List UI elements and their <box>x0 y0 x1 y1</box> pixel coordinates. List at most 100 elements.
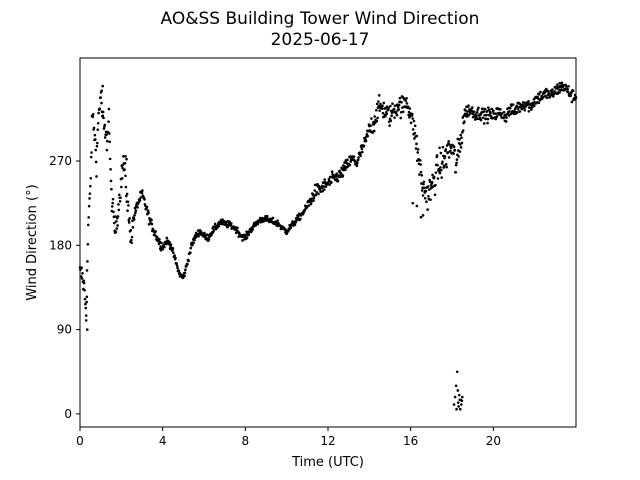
data-point <box>565 85 568 88</box>
data-point <box>186 262 189 266</box>
data-point <box>500 112 504 115</box>
data-point <box>171 247 175 250</box>
data-point <box>429 198 432 201</box>
data-point <box>100 89 103 93</box>
data-point <box>107 107 111 111</box>
data-point <box>105 139 109 143</box>
data-point <box>299 217 302 221</box>
data-point <box>455 158 459 161</box>
data-point <box>187 259 191 263</box>
data-point <box>97 111 100 115</box>
data-point <box>461 395 464 399</box>
data-point <box>260 216 264 220</box>
data-point <box>486 121 489 125</box>
data-point <box>426 185 430 188</box>
data-point <box>438 146 441 150</box>
data-point <box>454 163 458 167</box>
data-point <box>404 99 408 103</box>
data-point <box>356 161 359 165</box>
data-point <box>330 181 333 184</box>
data-point <box>420 189 424 192</box>
y-axis-label: Wind Direction (°) <box>25 184 40 300</box>
data-point <box>427 188 431 191</box>
data-point <box>199 230 203 233</box>
data-point <box>183 271 187 275</box>
data-point <box>485 113 488 117</box>
data-point <box>419 170 423 174</box>
data-point <box>444 163 448 166</box>
data-point <box>445 165 448 169</box>
data-point <box>105 133 108 137</box>
data-point <box>314 193 318 197</box>
data-point <box>168 240 171 244</box>
data-point <box>422 182 425 186</box>
data-point <box>310 200 313 203</box>
data-point <box>427 195 430 198</box>
data-point <box>440 176 443 179</box>
data-point <box>127 221 131 224</box>
data-point <box>139 196 143 199</box>
data-point <box>212 229 216 232</box>
data-point <box>103 123 107 127</box>
data-point <box>419 215 423 219</box>
data-point <box>390 114 393 117</box>
data-point <box>457 155 460 158</box>
data-point <box>418 159 422 162</box>
data-point <box>183 274 186 278</box>
data-point <box>566 88 570 91</box>
data-point <box>172 251 175 255</box>
data-point <box>485 109 489 113</box>
data-point <box>532 104 536 108</box>
data-point <box>455 161 458 165</box>
data-point <box>437 167 441 171</box>
data-point <box>471 112 474 116</box>
data-point <box>502 110 506 114</box>
data-point <box>389 104 392 108</box>
data-point <box>192 241 195 245</box>
data-point <box>468 111 472 115</box>
data-point <box>317 184 321 188</box>
data-point <box>486 117 490 121</box>
data-point <box>545 96 549 100</box>
x-tick-label: 20 <box>486 434 501 448</box>
data-point <box>112 210 115 214</box>
data-point <box>470 106 474 109</box>
data-point <box>193 238 196 242</box>
data-point <box>425 200 428 204</box>
data-point <box>391 102 394 105</box>
data-point <box>91 112 95 116</box>
data-point <box>405 96 408 100</box>
data-point <box>328 183 331 186</box>
data-point <box>376 116 379 120</box>
data-point <box>523 108 527 112</box>
data-point <box>483 107 487 111</box>
data-point <box>109 168 112 171</box>
data-point <box>399 116 403 120</box>
data-point <box>527 106 531 109</box>
data-point <box>492 109 495 112</box>
data-point <box>150 218 153 222</box>
data-point <box>276 219 279 222</box>
data-point <box>356 158 360 162</box>
data-point <box>387 106 391 109</box>
data-point <box>207 238 211 241</box>
data-point <box>126 200 130 204</box>
data-point <box>130 235 134 239</box>
data-point <box>147 211 150 215</box>
data-point <box>79 275 83 278</box>
data-point <box>484 117 488 121</box>
data-point <box>111 201 114 205</box>
chart-subtitle: 2025-06-17 <box>271 30 370 50</box>
data-point <box>395 113 399 117</box>
data-point <box>520 107 524 111</box>
data-point <box>310 197 314 200</box>
x-tick-label: 12 <box>320 434 335 448</box>
data-point <box>454 170 458 174</box>
data-point <box>107 120 110 123</box>
data-point <box>463 120 466 123</box>
data-point <box>83 288 86 292</box>
data-point <box>455 407 458 411</box>
data-point <box>313 189 317 192</box>
data-point <box>518 110 522 113</box>
data-point <box>459 146 463 149</box>
